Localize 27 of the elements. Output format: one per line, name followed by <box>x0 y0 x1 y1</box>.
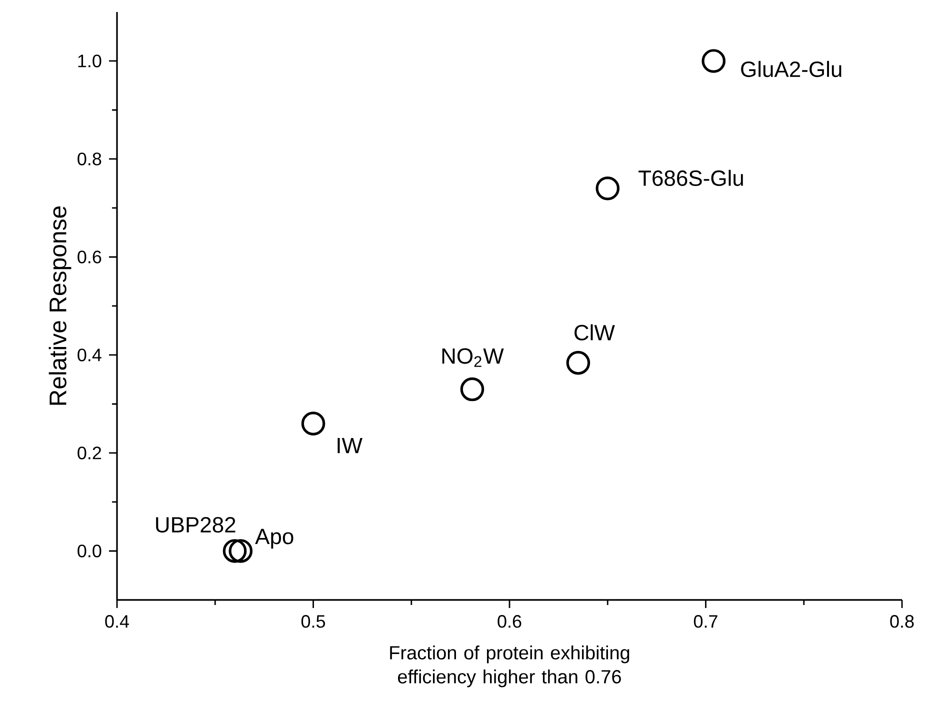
x-axis-title: Fraction of protein exhibiting efficiency higher than 0.76 <box>390 646 630 688</box>
point <box>460 377 484 402</box>
annotation: ClW <box>574 324 615 340</box>
point <box>228 539 253 563</box>
point <box>222 539 247 563</box>
point <box>596 176 620 200</box>
x-tick-label: 0.5 <box>301 615 326 628</box>
y-tick-label: 0.6 <box>78 250 102 264</box>
y-tick-label: 0.0 <box>78 544 102 558</box>
y-axis-title: Relative Response <box>48 206 72 405</box>
y-tick-label: 1.0 <box>78 54 102 68</box>
annotation: T686S-Glu <box>638 170 743 186</box>
y-tick-label: 0.4 <box>78 348 102 362</box>
annotation: Apo <box>255 528 294 549</box>
x-tick-label: 0.8 <box>890 615 914 628</box>
annotation: NO$_{2}$W <box>442 348 504 367</box>
annotation: UBP282 <box>156 517 236 533</box>
x-tick-label: 0.4 <box>105 615 129 628</box>
point <box>301 412 326 436</box>
y-tick-label: 0.8 <box>78 152 102 166</box>
annotation: GluA2-Glu <box>741 60 842 78</box>
point <box>566 350 590 375</box>
x-tick-label: 0.6 <box>498 615 522 628</box>
x-tick-label: 0.7 <box>694 615 718 628</box>
annotation: IW <box>338 438 362 454</box>
y-tick-label: 0.2 <box>78 446 102 460</box>
point <box>702 49 726 73</box>
